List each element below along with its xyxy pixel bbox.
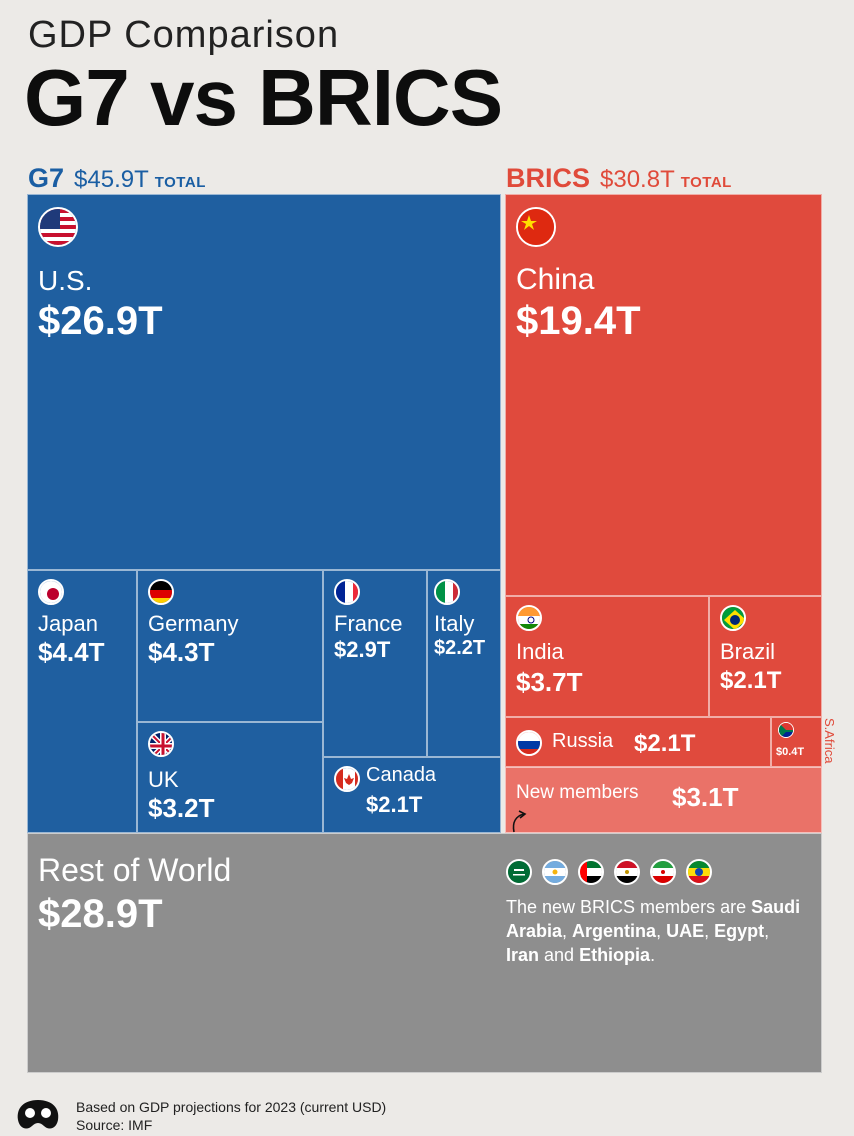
note-and: and xyxy=(539,945,580,965)
saudi-arabia-flag-icon xyxy=(506,859,532,885)
note-sep: , xyxy=(704,921,715,941)
footer-note: Based on GDP projections for 2023 (curre… xyxy=(76,1099,387,1115)
treemap-tile-china: China $19.4T xyxy=(505,194,822,596)
note-intro: The new BRICS members are xyxy=(506,897,752,917)
treemap-tile-india: India $3.7T xyxy=(505,596,709,717)
tile-label-china: China xyxy=(516,263,595,296)
italy-flag-icon xyxy=(434,579,460,605)
footer-source: Source: IMF xyxy=(76,1117,153,1133)
treemap-tile-brazil: Brazil $2.1T xyxy=(709,596,822,717)
treemap-tile-new-members: New members $3.1T xyxy=(505,767,822,833)
treemap-tile-japan: Japan $4.4T xyxy=(27,570,137,833)
iran-flag-icon xyxy=(650,859,676,885)
note-sep: , xyxy=(656,921,667,941)
russia-flag-icon xyxy=(516,730,542,756)
treemap-tile-france: France $2.9T xyxy=(323,570,427,757)
uk-flag-icon xyxy=(148,731,174,757)
g7-legend-total: $45.9T xyxy=(74,166,149,193)
treemap-tile-russia: Russia $2.1T xyxy=(505,717,771,767)
tile-value-germany: $4.3T xyxy=(148,637,215,667)
tile-label-new-members: New members xyxy=(516,782,639,803)
note-end: . xyxy=(650,945,656,965)
note-country-saudi-arabia: Saudi Arabia xyxy=(506,897,801,941)
note-sep: , xyxy=(764,921,770,941)
g7-legend: G7 $45.9T TOTAL xyxy=(28,163,206,194)
tile-value-uk: $3.2T xyxy=(148,793,215,823)
note-sep: , xyxy=(562,921,573,941)
tile-value-india: $3.7T xyxy=(516,667,583,697)
g7-legend-total-label: TOTAL xyxy=(154,174,206,191)
tile-value-rest-of-world: $28.9T xyxy=(38,892,163,936)
treemap-tile-uk: UK $3.2T xyxy=(137,722,323,833)
tile-value-china: $19.4T xyxy=(516,299,641,343)
curved-arrow-icon xyxy=(512,810,527,833)
note-country-iran: Iran xyxy=(506,945,540,965)
tile-value-france: $2.9T xyxy=(334,637,391,662)
tile-label-germany: Germany xyxy=(148,611,239,636)
note-country-argentina: Argentina xyxy=(572,921,657,941)
chart-title: G7 vs BRICS xyxy=(24,53,503,142)
tile-value-italy: $2.2T xyxy=(434,637,486,659)
brazil-flag-icon xyxy=(720,605,746,631)
treemap-tile-canada: Canada $2.1T xyxy=(323,757,501,833)
treemap-tile-south-africa: $0.4T xyxy=(771,717,822,767)
brics-legend-total: $30.8T xyxy=(600,166,675,193)
tile-value-russia: $2.1T xyxy=(634,730,696,757)
brand-logo-icon xyxy=(17,1100,59,1129)
south-africa-label: S.Africa xyxy=(822,718,837,764)
tile-value-canada: $2.1T xyxy=(366,792,423,817)
tile-value-new-members: $3.1T xyxy=(672,782,739,812)
brics-legend-name: BRICS xyxy=(506,163,591,193)
south-africa-flag-icon xyxy=(778,722,794,738)
tile-label-rest-of-world: Rest of World xyxy=(38,852,232,888)
tile-label-russia: Russia xyxy=(552,730,614,752)
uae-flag-icon xyxy=(578,859,604,885)
india-flag-icon xyxy=(516,605,542,631)
tile-label-canada: Canada xyxy=(366,764,437,786)
germany-flag-icon xyxy=(148,579,174,605)
france-flag-icon xyxy=(334,579,360,605)
egypt-flag-icon xyxy=(614,859,640,885)
tile-label-india: India xyxy=(516,639,564,664)
new-members-note: The new BRICS members are Saudi Arabia, … xyxy=(506,895,806,967)
treemap-tile-us: U.S. $26.9T xyxy=(27,194,501,570)
brics-legend-total-label: TOTAL xyxy=(680,174,732,191)
tile-label-brazil: Brazil xyxy=(720,639,776,664)
g7-legend-name: G7 xyxy=(28,163,65,193)
treemap-tile-italy: Italy $2.2T xyxy=(427,570,501,757)
treemap-tile-germany: Germany $4.3T xyxy=(137,570,323,722)
tile-label-uk: UK xyxy=(148,767,179,792)
ethiopia-flag-icon xyxy=(686,859,712,885)
tile-value-us: $26.9T xyxy=(38,299,163,343)
tile-value-brazil: $2.1T xyxy=(720,667,782,694)
tile-value-japan: $4.4T xyxy=(38,637,105,667)
china-flag-icon xyxy=(516,207,556,247)
note-country-uae: UAE xyxy=(666,921,705,941)
chart-subtitle: GDP Comparison xyxy=(28,14,340,56)
tile-label-us: U.S. xyxy=(38,265,93,296)
japan-flag-icon xyxy=(38,579,64,605)
tile-label-japan: Japan xyxy=(38,611,98,636)
brics-legend: BRICS $30.8T TOTAL xyxy=(506,163,732,194)
tile-label-france: France xyxy=(334,611,403,636)
tile-value-south-africa: $0.4T xyxy=(776,746,805,758)
tile-label-italy: Italy xyxy=(434,611,475,636)
note-country-egypt: Egypt xyxy=(714,921,765,941)
argentina-flag-icon xyxy=(542,859,568,885)
canada-flag-icon xyxy=(334,766,360,792)
us-flag-icon xyxy=(38,207,78,247)
note-country-ethiopia: Ethiopia xyxy=(579,945,651,965)
